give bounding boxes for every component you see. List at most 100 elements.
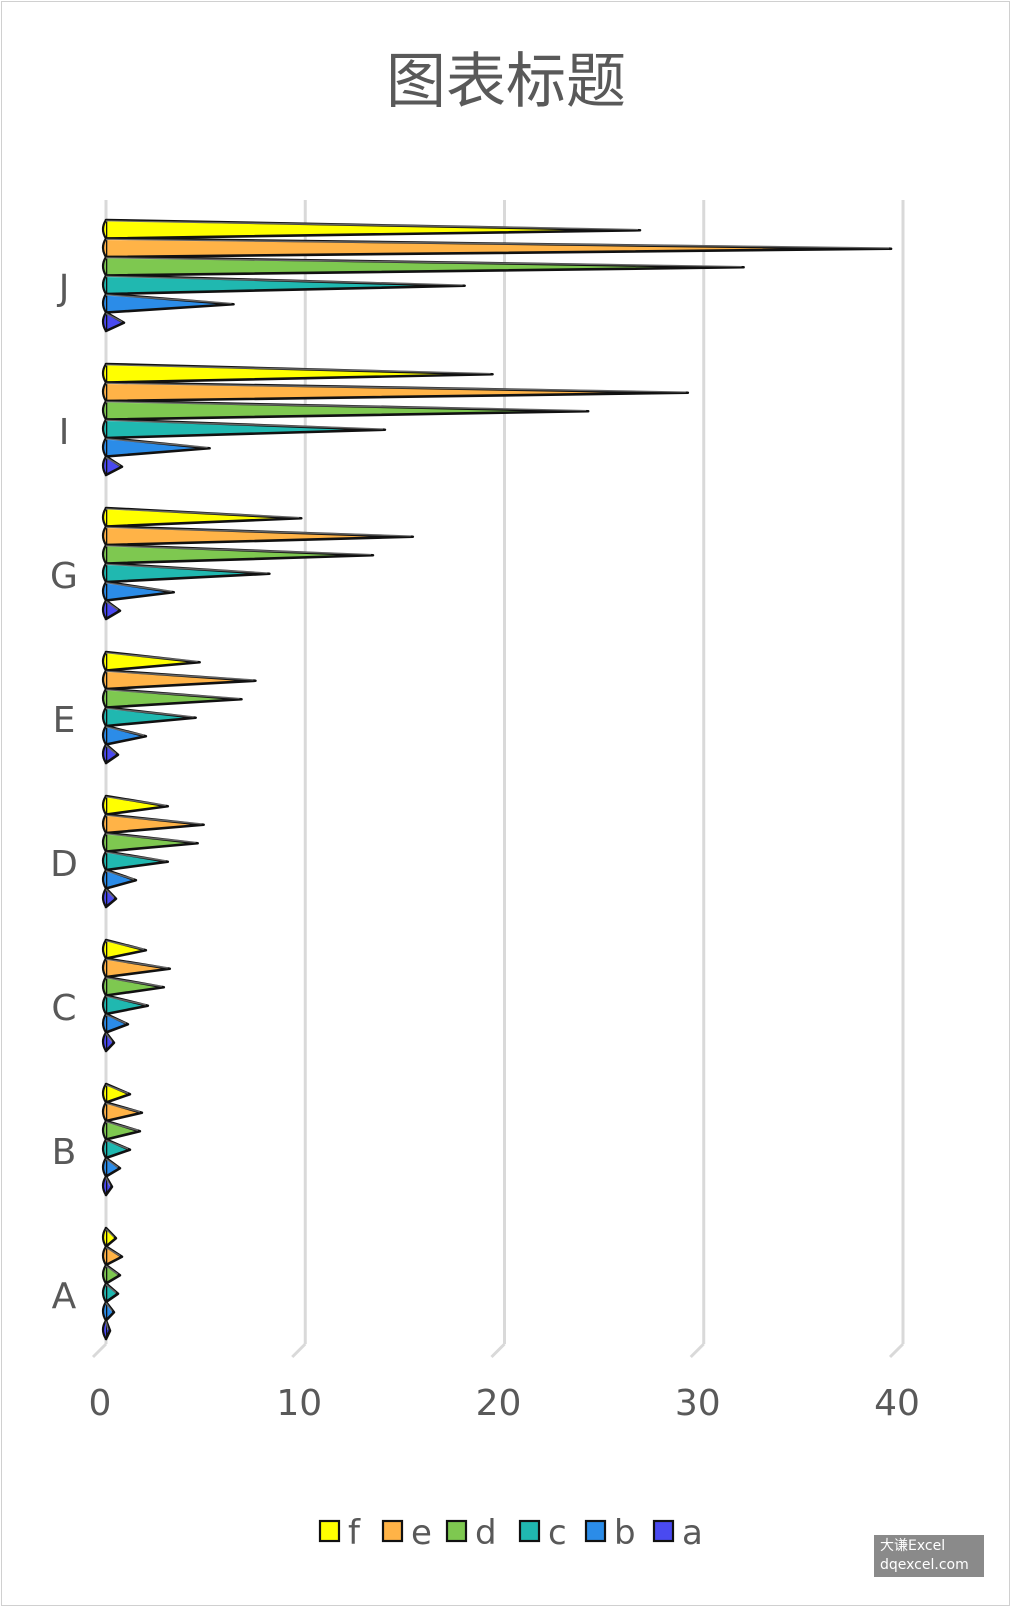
bar-highlight-a-A [105,1321,109,1330]
bar-base-f-B [101,1083,107,1104]
bar-base-f-J [101,219,107,240]
bar-highlight-d-I [105,401,587,411]
y-category-label: G [50,556,78,597]
bar-highlight-b-B [105,1158,119,1168]
bar-highlight-f-G [105,508,300,518]
legend-label-b: b [614,1513,636,1553]
bar-highlight-d-J [105,257,742,267]
legend-swatch-e [381,1519,404,1543]
x-axis-ticks: 0 10 20 30 40 [89,1383,920,1424]
bar-base-f-C [101,939,107,960]
bar-base-f-D [101,795,107,816]
bar-highlight-a-J [105,312,123,323]
legend-label-f: f [348,1513,361,1553]
bar-base-e-I [101,381,107,402]
gridline-floor [689,1342,705,1359]
bar-highlight-a-G [105,600,119,611]
bar-base-a-G [101,599,107,620]
bar-base-b-E [101,725,107,746]
bar-base-c-G [101,562,107,583]
bar-highlight-b-A [105,1302,113,1312]
gridline-floor [291,1342,307,1359]
bar-base-b-I [101,437,107,458]
bar-highlight-d-B [105,1121,139,1131]
bar-highlight-c-B [105,1139,129,1150]
bar-base-e-E [101,669,107,690]
bar-highlight-b-J [105,294,232,304]
legend-swatch-b [584,1519,607,1543]
bar-highlight-b-C [105,1014,127,1024]
bar-base-c-D [101,850,107,871]
bar-highlight-c-C [105,995,146,1006]
bar-highlight-f-D [105,796,166,806]
legend-label-e: e [411,1513,432,1553]
y-category-label: D [50,844,78,885]
bar-base-d-J [101,256,107,277]
bar-base-a-A [101,1319,107,1340]
bar-highlight-d-G [105,545,372,555]
y-category-label: I [59,412,70,453]
bar-base-c-J [101,274,107,295]
bar-highlight-e-A [105,1246,121,1257]
bar-highlight-c-E [105,707,194,718]
bar-highlight-e-B [105,1102,141,1113]
bar-base-c-B [101,1138,107,1159]
bar-highlight-d-D [105,833,196,843]
bar-highlight-e-E [105,670,254,681]
bar-highlight-f-E [105,652,198,662]
bar-base-a-J [101,311,107,332]
bar-base-c-I [101,418,107,439]
bar-base-e-C [101,957,107,978]
bar-base-d-D [101,832,107,853]
gridline-floor [91,1342,108,1359]
bar-base-b-B [101,1157,107,1178]
bar-base-f-I [101,363,107,384]
bar-highlight-f-J [105,220,639,230]
bar-base-c-A [101,1282,107,1303]
gridline-floor [888,1342,905,1359]
bar-highlight-a-I [105,456,121,467]
bar-highlight-f-A [105,1228,115,1238]
bar-base-f-E [101,651,107,672]
legend-swatch-a [652,1519,675,1543]
x-tick-label: 40 [874,1383,920,1424]
bar-highlight-b-E [105,726,145,736]
legend-swatch-d [445,1519,468,1543]
bar-base-d-C [101,976,107,997]
bar-highlight-d-A [105,1265,119,1275]
legend-swatch-f [318,1519,341,1543]
bar-highlight-f-B [105,1084,129,1094]
y-category-label: J [57,268,70,309]
x-tick-label: 30 [675,1383,721,1424]
bar-base-d-B [101,1120,107,1141]
bar-base-d-G [101,544,107,565]
bar-highlight-c-I [105,419,383,430]
y-category-label: E [53,700,76,741]
bar-base-f-A [101,1227,107,1248]
bar-highlight-e-J [105,238,890,249]
legend-label-d: d [475,1513,497,1553]
bar-highlight-c-J [105,275,463,286]
bar-base-b-A [101,1301,107,1322]
bar-base-d-A [101,1264,107,1285]
gridline-floor [490,1342,506,1359]
bar-base-a-C [101,1031,107,1052]
bar-highlight-b-I [105,438,208,448]
x-tick-label: 10 [276,1383,322,1424]
y-category-label: C [51,988,76,1029]
bar-base-a-I [101,455,107,476]
bar-base-f-G [101,507,107,528]
bar-highlight-e-C [105,958,168,969]
y-category-label: A [52,1276,77,1317]
bar-series [101,218,893,1341]
bar-highlight-e-G [105,526,411,537]
bar-highlight-a-C [105,1033,113,1043]
bar-base-c-E [101,706,107,727]
legend-swatch-c [518,1519,541,1543]
bar-highlight-a-E [105,744,117,755]
watermark: 大谦Excel dqexcel.com [874,1535,984,1577]
bar-highlight-a-D [105,888,115,899]
bar-base-b-D [101,869,107,890]
